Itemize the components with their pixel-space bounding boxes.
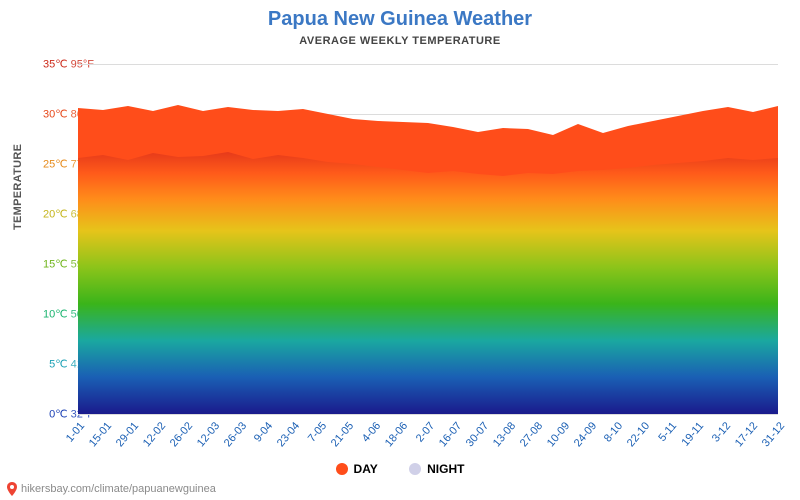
x-tick-label: 23-04 (275, 420, 302, 449)
legend-item-night: NIGHT (409, 462, 464, 476)
plot-area: 1-0115-0129-0112-0226-0212-0326-039-0423… (78, 54, 778, 414)
x-tick-label: 31-12 (760, 420, 787, 449)
footer-text: hikersbay.com/climate/papuanewguinea (21, 483, 216, 495)
x-tick-label: 22-10 (625, 420, 652, 449)
plot-svg-host (78, 54, 778, 414)
x-tick-label: 26-03 (221, 420, 248, 449)
x-tick-label: 8-10 (602, 420, 625, 445)
x-tick-label: 21-05 (329, 420, 356, 449)
x-tick-label: 2-07 (414, 420, 437, 445)
legend-item-day: DAY (336, 462, 378, 476)
x-tick-label: 5-11 (657, 420, 680, 444)
legend: DAY NIGHT (0, 462, 800, 478)
night-area (78, 152, 778, 414)
x-tick-label: 24-09 (571, 420, 598, 449)
chart-title: Papua New Guinea Weather (0, 0, 800, 31)
x-tick-label: 29-01 (114, 420, 141, 449)
night-swatch-icon (409, 463, 421, 475)
x-tick-label: 30-07 (464, 420, 491, 449)
map-pin-icon (6, 482, 18, 496)
x-tick-label: 1-01 (64, 420, 87, 445)
x-tick-label: 3-12 (710, 420, 733, 445)
y-axis-label: TEMPERATURE (12, 144, 24, 230)
day-swatch-icon (336, 463, 348, 475)
footer: hikersbay.com/climate/papuanewguinea (6, 482, 216, 496)
x-tick-label: 18-06 (383, 420, 410, 449)
x-tick-label: 7-05 (306, 420, 329, 445)
legend-day-label: DAY (354, 462, 378, 476)
x-tick-label: 19-11 (680, 420, 707, 449)
x-tick-label: 9-04 (252, 420, 275, 445)
x-tick-label: 4-06 (360, 420, 383, 445)
x-tick-label: 16-07 (437, 420, 464, 449)
x-tick-label: 10-09 (545, 420, 572, 449)
x-tick-label: 26-02 (168, 420, 195, 449)
chart-subtitle: AVERAGE WEEKLY TEMPERATURE (0, 31, 800, 47)
x-tick-label: 13-08 (491, 420, 518, 449)
x-tick-label: 15-01 (87, 420, 114, 449)
legend-night-label: NIGHT (427, 462, 464, 476)
chart-container: Papua New Guinea Weather AVERAGE WEEKLY … (0, 0, 800, 500)
x-tick-label: 12-02 (141, 420, 168, 449)
x-tick-label: 12-03 (195, 420, 222, 449)
gridline (78, 414, 778, 415)
x-tick-label: 17-12 (733, 420, 760, 449)
x-tick-label: 27-08 (518, 420, 545, 449)
